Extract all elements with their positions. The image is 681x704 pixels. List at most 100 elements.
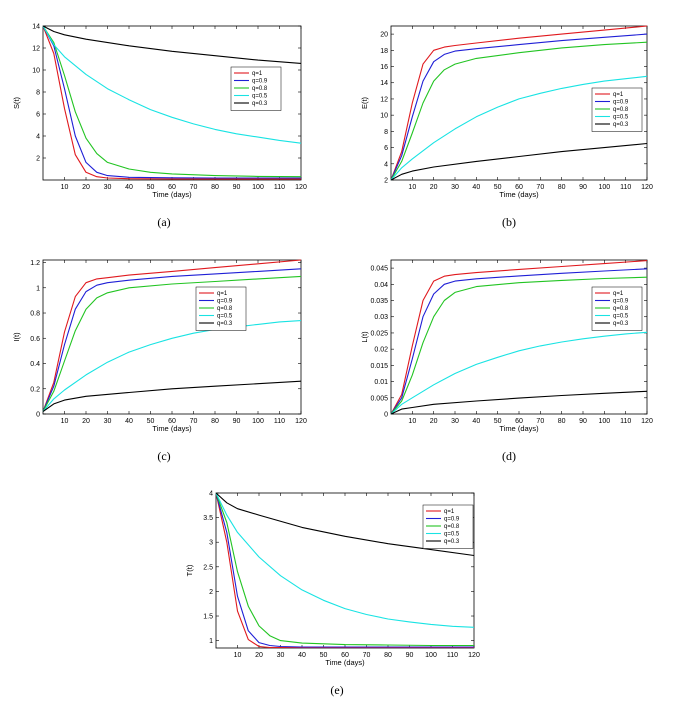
x-tick-label: 40 [472, 418, 480, 425]
chart-panel-d: 10 20 30 40 50 60 70 80 90 100 110 120 0 0.005 0.01 0.0… [360, 259, 653, 463]
series-line-q=0.5 [390, 331, 648, 415]
x-tick-label: 50 [494, 184, 502, 191]
x-tick-label: 30 [104, 184, 112, 191]
legend: q=1 q=0.9q=0.8 q=0.5q=0.3 [422, 504, 474, 549]
y-tick-label: 4 [36, 134, 40, 141]
y-tick-label: 6 [36, 112, 40, 119]
panel-caption: (a) [157, 215, 170, 229]
y-tick-label: 0.03 [374, 314, 388, 321]
legend-entry: q=0.9 [217, 299, 233, 305]
series-line-q=0.3 [42, 380, 302, 412]
x-tick-label: 100 [252, 184, 264, 191]
legend-entry: q=1 [613, 291, 624, 297]
series-line-q=0.8 [390, 276, 648, 415]
legend-entry: q=0.5 [444, 532, 460, 538]
series-line-q=0.9 [390, 268, 648, 415]
y-tick-label: 0.02 [374, 347, 388, 354]
x-tick-label: 100 [425, 652, 437, 659]
series-line-q=0.8 [42, 25, 302, 178]
x-tick-label: 60 [515, 184, 523, 191]
panel-caption: (b) [502, 215, 516, 229]
series-line-q=0.9 [215, 492, 474, 648]
series-line-q=1 [42, 259, 302, 412]
y-tick-label: 18 [380, 48, 388, 55]
legend-box [591, 286, 643, 331]
y-tick-label: 10 [32, 68, 40, 75]
y-tick-label: 14 [32, 24, 40, 31]
x-tick-label: 30 [104, 418, 112, 425]
x-tick-label: 40 [298, 652, 306, 659]
x-tick-label: 120 [295, 418, 307, 425]
y-tick-label: 0.005 [370, 395, 388, 402]
series-line-q=0.9 [42, 25, 301, 179]
chart-panel-a: 10 20 30 40 50 60 70 80 90 100 110 120 2 4 6 8 10 12 14 Tim… [12, 24, 307, 230]
y-tick-label: 0.6 [30, 336, 40, 343]
x-tick-label: 120 [641, 184, 653, 191]
y-tick-label: 0.015 [370, 363, 388, 370]
legend-entry: q=0.5 [613, 314, 629, 320]
x-tick-label: 60 [515, 418, 523, 425]
y-axis-label: T(t) [185, 564, 194, 576]
y-tick-label: 0.8 [30, 311, 40, 318]
y-tick-label: 1 [36, 285, 40, 292]
legend-entry: q=0.8 [217, 306, 233, 312]
legend-entry: q=0.8 [444, 524, 460, 530]
x-tick-label: 70 [536, 184, 544, 191]
y-tick-label: 12 [32, 46, 40, 53]
legend-entry: q=0.3 [613, 122, 629, 128]
panel-caption: (c) [157, 449, 170, 463]
x-tick-label: 20 [430, 418, 438, 425]
panel-caption: (e) [330, 683, 343, 697]
x-tick-label: 110 [274, 184, 285, 191]
legend-entry: q=0.8 [252, 86, 268, 92]
x-tick-label: 10 [234, 652, 242, 659]
x-tick-label: 20 [82, 418, 90, 425]
y-tick-label: 0.045 [370, 266, 388, 273]
series-line-q=1 [390, 25, 648, 181]
x-tick-label: 50 [320, 652, 328, 659]
x-tick-label: 90 [579, 184, 587, 191]
x-tick-label: 70 [190, 418, 198, 425]
legend-entry: q=0.5 [217, 314, 233, 320]
series-line-q=0.5 [215, 492, 475, 628]
x-tick-label: 60 [341, 652, 349, 659]
series-line-q=0.8 [390, 41, 648, 181]
plot-frame [42, 259, 302, 415]
x-tick-label: 10 [408, 184, 416, 191]
x-tick-label: 70 [190, 184, 198, 191]
y-tick-label: 0.4 [30, 361, 40, 368]
x-tick-label: 110 [447, 652, 458, 659]
series-line-q=0.8 [42, 275, 302, 412]
x-tick-label: 80 [211, 184, 219, 191]
series-line-q=0.5 [42, 320, 302, 412]
x-tick-label: 10 [61, 184, 69, 191]
x-tick-label: 20 [430, 184, 438, 191]
x-tick-label: 60 [168, 184, 176, 191]
x-tick-label: 100 [252, 418, 264, 425]
y-tick-label: 8 [384, 129, 388, 136]
series-line-q=0.5 [42, 25, 302, 144]
panel-caption: (d) [502, 449, 516, 463]
y-tick-label: 1 [209, 638, 213, 645]
y-axis-label: S(t) [12, 96, 21, 109]
x-tick-label: 50 [147, 184, 155, 191]
x-tick-label: 40 [125, 418, 133, 425]
y-axis-label: L(t) [360, 331, 369, 343]
x-tick-label: 80 [211, 418, 219, 425]
y-tick-label: 20 [380, 32, 388, 39]
x-tick-label: 10 [61, 418, 69, 425]
x-tick-label: 20 [82, 184, 90, 191]
legend: q=1 q=0.9q=0.8 q=0.5q=0.3 [195, 286, 247, 331]
x-tick-label: 110 [620, 184, 631, 191]
y-tick-label: 3 [209, 540, 213, 547]
x-tick-label: 90 [233, 184, 241, 191]
y-tick-label: 10 [380, 113, 388, 120]
x-tick-label: 90 [406, 652, 414, 659]
y-tick-label: 0 [36, 412, 40, 419]
x-axis-label: Time (days) [152, 424, 192, 433]
y-tick-label: 0 [384, 412, 388, 419]
x-tick-label: 100 [598, 184, 610, 191]
y-tick-label: 0.2 [30, 386, 40, 393]
x-tick-label: 110 [274, 418, 285, 425]
y-tick-label: 14 [380, 80, 388, 87]
